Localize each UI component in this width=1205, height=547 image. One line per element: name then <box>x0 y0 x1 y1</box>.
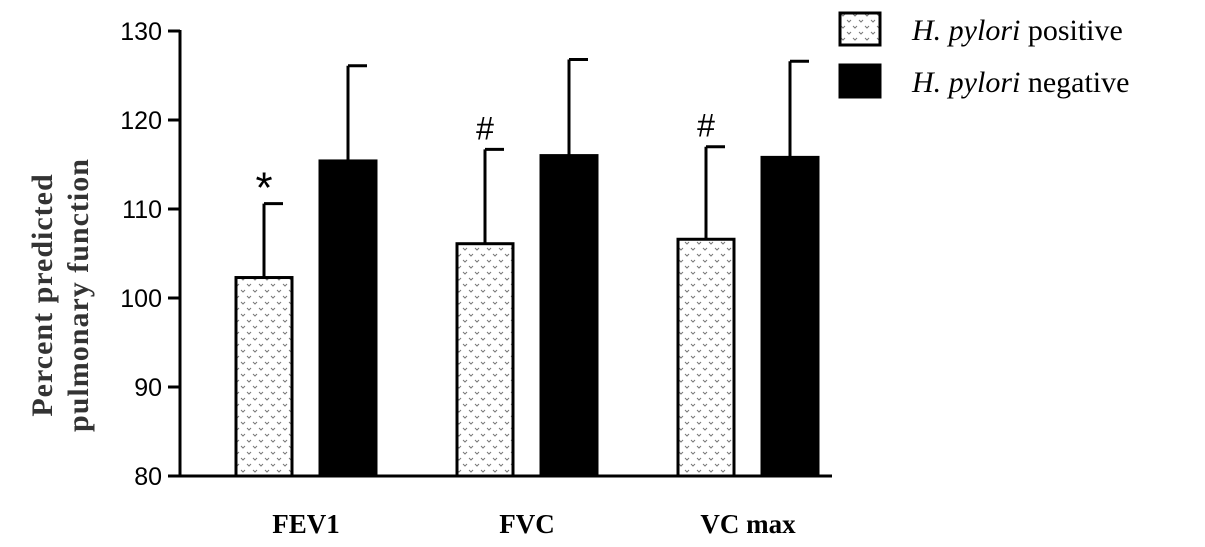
legend-item-negative: H. pylori negative <box>838 63 1129 99</box>
bars <box>234 154 820 478</box>
bar-negative-fvc <box>539 154 599 478</box>
bar-negative-vc-max <box>760 155 820 478</box>
y-tick-label: 110 <box>122 196 162 224</box>
legend-label-positive: H. pylori positive <box>911 14 1123 47</box>
legend-item-positive: H. pylori positive <box>838 11 1123 47</box>
bar-positive-fev1 <box>234 276 294 478</box>
annotations: * # # <box>255 108 715 213</box>
bar-positive-fvc <box>455 242 515 478</box>
y-tick-label: 130 <box>120 18 162 46</box>
y-tick-label: 80 <box>134 463 162 491</box>
y-tick-label: 90 <box>134 374 162 402</box>
y-axis-title-line2: pulmonary function <box>62 158 95 432</box>
legend-label-negative: H. pylori negative <box>911 66 1129 99</box>
x-tick-labels: FEV1 FVC VC max <box>272 509 796 539</box>
significance-hash: # <box>697 108 715 144</box>
x-tick-label: VC max <box>700 509 796 539</box>
y-tick-label: 100 <box>120 285 162 313</box>
bar-negative-fev1 <box>318 159 378 478</box>
y-ticks: 80 90 100 110 120 130 <box>120 18 180 491</box>
legend: H. pylori positive H. pylori negative <box>838 11 1129 99</box>
legend-swatch-positive <box>838 11 882 47</box>
x-tick-label: FVC <box>499 509 555 539</box>
significance-asterisk: * <box>255 164 272 213</box>
bar-positive-vc-max <box>676 237 736 478</box>
y-axis-title: Percent predicted pulmonary function <box>26 158 95 432</box>
legend-swatch-negative <box>838 63 882 99</box>
x-tick-label: FEV1 <box>272 509 340 539</box>
y-tick-label: 120 <box>120 107 162 135</box>
error-bars <box>262 57 809 278</box>
significance-hash: # <box>476 110 494 146</box>
y-axis-title-line1: Percent predicted <box>26 173 59 416</box>
